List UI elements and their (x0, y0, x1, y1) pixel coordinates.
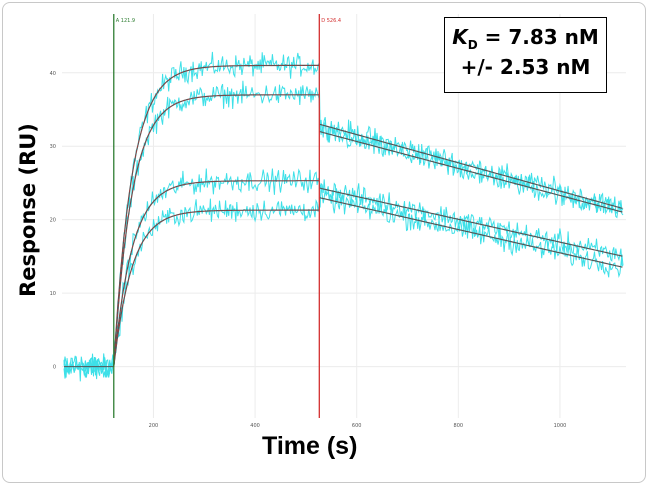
x-tick-label: 400 (250, 423, 260, 429)
y-tick-label: 20 (50, 218, 56, 224)
axis-ticks: 0 10 20 30 40 200 400 600 800 1000 (50, 71, 567, 429)
fit-curve-association-overlay-3 (113, 180, 320, 367)
fit-curve-dissociation-2 (319, 131, 623, 213)
event-marker-label-1: A 121.9 (116, 18, 135, 24)
fit-curve-dissociation-1 (319, 123, 623, 209)
kd-subscript: D (467, 38, 478, 52)
fit-curve-association-overlay-4 (113, 209, 320, 367)
x-tick-label: 200 (149, 423, 159, 429)
kd-error-line: +/- 2.53 nM (460, 55, 591, 79)
kd-symbol: K (452, 25, 468, 49)
x-tick-label: 600 (352, 423, 362, 429)
raw-data-traces (63, 51, 624, 382)
fit-curve-dissociation-4 (319, 197, 623, 268)
x-axis-title: Time (s) (262, 432, 358, 460)
y-tick-label: 10 (50, 291, 56, 297)
event-marker-label-2: D 526.4 (321, 18, 341, 24)
event-markers: A 121.9 D 526.4 (113, 14, 341, 418)
raw-trace-4 (63, 184, 624, 378)
x-tick-label: 800 (454, 423, 464, 429)
x-tick-label: 1000 (554, 423, 567, 429)
fit-curves (64, 64, 623, 368)
y-tick-label: 40 (50, 71, 56, 77)
y-tick-label: 0 (53, 365, 56, 371)
y-axis-title-text: Response (RU) (16, 123, 40, 297)
kd-value-line: KD = 7.83 nM (445, 25, 606, 52)
kd-annotation-box: KD = 7.83 nM +/- 2.53 nM (444, 17, 607, 93)
fit-curve-association-2 (113, 94, 320, 367)
kd-value: = 7.83 nM (484, 25, 599, 49)
fit-curve-association-overlay-2 (113, 94, 320, 367)
fit-curve-association-overlay-1 (113, 65, 320, 367)
fit-curve-dissociation-3 (319, 187, 623, 257)
fit-curve-association-4 (113, 209, 320, 367)
y-tick-label: 30 (50, 144, 56, 150)
raw-trace-1 (63, 51, 624, 378)
